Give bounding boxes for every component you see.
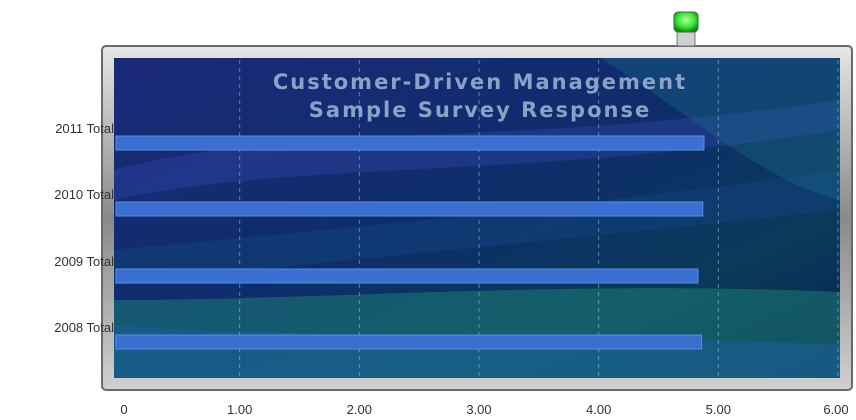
chart-title-line-1: Customer-Driven Management [272,70,688,94]
category-label: 2008 Total [54,320,114,335]
x-tick-label: 3.00 [466,402,492,417]
x-tick-label: 0 [120,402,128,417]
bar-2008-total [115,334,703,350]
x-tick-label: 6.00 [823,402,849,417]
category-label: 2009 Total [54,254,114,269]
category-label: 2011 Total [55,121,114,136]
bar-2009-total [115,268,699,284]
x-tick-label: 4.00 [586,402,612,417]
bar-series [115,135,705,350]
x-tick-label: 1.00 [227,402,253,417]
x-tick-label: 5.00 [705,402,731,417]
category-label: 2010 Total [54,187,114,202]
bar-2011-total [115,135,705,151]
status-led-icon [673,11,699,47]
x-tick-label: 2.00 [346,402,372,417]
chart-title-line-2: Sample Survey Response [308,98,652,122]
bar-2010-total [115,201,704,217]
